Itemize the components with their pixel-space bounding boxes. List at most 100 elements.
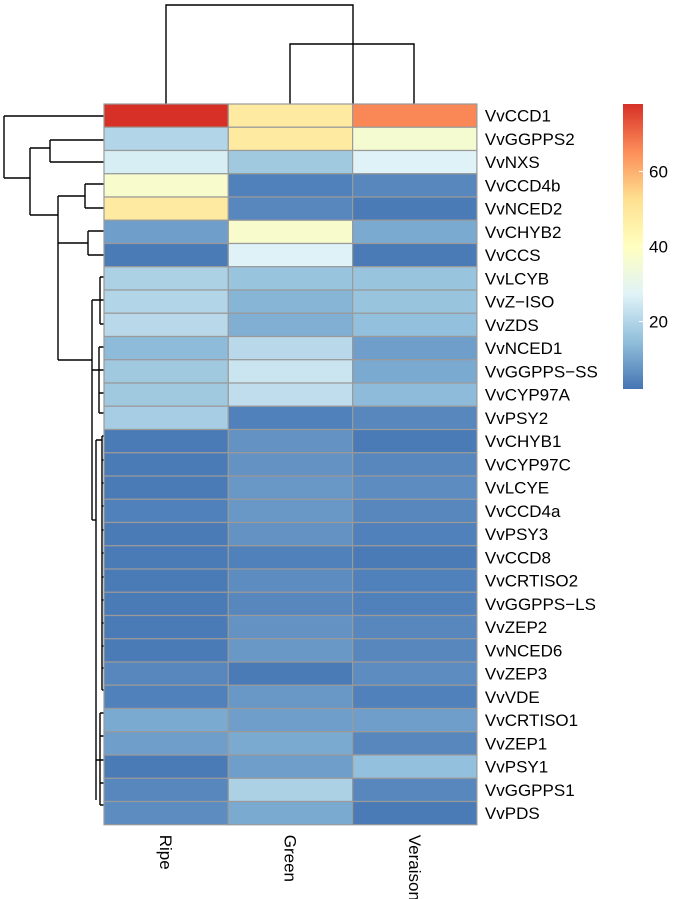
heatmap-cell [227,242,354,268]
row-label: VvCHYB1 [485,432,562,451]
heatmap-cell [352,173,478,198]
heatmap-cell [103,638,229,663]
row-dendro-ggpps2-nxs [30,139,104,163]
heatmap-cell [352,242,478,268]
heatmap-cell [352,475,478,500]
heatmap-cell [352,335,478,361]
heatmap-cell [103,707,229,733]
heatmap-cell [227,452,354,477]
heatmap-cell [227,312,354,338]
heatmap-cell [352,638,478,663]
column-label: Veraison [405,835,424,899]
heatmap-cell [352,219,478,245]
row-dendro-ccd4b-nced2 [58,183,104,209]
column-label: Ripe [156,835,175,870]
heatmap-cell [227,614,354,640]
heatmap-cell [227,521,354,547]
row-label: VvCCD8 [485,548,551,567]
heatmap-cell [227,800,354,826]
heatmap-cell [103,452,229,477]
heatmap-cell [352,149,478,175]
row-dendro-bottom-cluster [96,712,104,806]
row-label: VvLCYB [485,269,549,288]
heatmap-cell [352,777,478,803]
heatmap-cell [227,149,354,175]
heatmap-cell [227,335,354,361]
row-label: VvZEP2 [485,618,547,637]
heatmap-cell [103,591,229,617]
heatmap-cell [103,126,229,152]
colorbar-tick-label: 40 [649,238,668,257]
heatmap-cell [103,498,229,524]
heatmap-cell [103,173,229,198]
row-dendro-lcyb-zds [92,276,104,325]
row-label: VvPSY1 [485,758,548,777]
row-label: VvGGPPS2 [485,130,575,149]
row-label: VvNCED2 [485,200,562,219]
heatmap-cell [352,428,478,454]
heatmap-cell [103,475,229,500]
heatmap-cell [227,382,354,407]
colorbar [623,104,643,389]
row-label: VvNCED6 [485,641,562,660]
heatmap-cell [103,359,229,384]
row-label: VvVDE [485,688,540,707]
heatmap-cell [103,103,229,128]
row-label: VvLCYE [485,479,549,498]
row-label: VvPSY3 [485,525,548,544]
heatmap-cell [103,684,229,710]
heatmap-cell [227,196,354,221]
heatmap-cell [227,219,354,245]
row-dendro-nced1-psy2 [92,346,104,414]
heatmap-cell [227,754,354,779]
row-label: VvZEP1 [485,734,547,753]
heatmap-cell [352,289,478,314]
heatmap-cell [352,126,478,152]
column-labels: Ripe Green Veraison [156,835,424,899]
heatmap-cell [103,731,229,756]
heatmap-cell [103,428,229,454]
heatmap-cell [352,521,478,547]
heatmap-cell [103,382,229,407]
heatmap-cell [103,521,229,547]
heatmap-cell [352,684,478,710]
heatmap-cell [227,428,354,454]
heatmap-cell [352,661,478,686]
heatmap-cell [352,452,478,477]
col-dendro-branch-green-veraison [289,43,415,104]
heatmap-cell [352,405,478,431]
col-dendro-branch-root [165,4,354,104]
heatmap-cell [352,359,478,384]
row-label: VvPSY2 [485,409,548,428]
heatmap-cell [103,405,229,431]
colorbar-tick-label: 20 [649,313,668,332]
heatmap-cell [227,266,354,291]
heatmap-cell [103,568,229,593]
heatmap-cell [227,289,354,314]
row-label: VvZEP3 [485,665,547,684]
heatmap-cell [227,545,354,570]
row-label: VvGGPPS1 [485,781,575,800]
heatmap-cell [352,545,478,570]
heatmap-cell [103,312,229,338]
row-label: VvCHYB2 [485,223,562,242]
heatmap-cell [352,103,478,128]
heatmap-cell [352,800,478,826]
heatmap-cell [103,800,229,826]
row-label: VvCCS [485,246,541,265]
row-label: VvCCD1 [485,107,551,126]
row-label: VvCRTISO2 [485,572,578,591]
heatmap-cell [352,707,478,733]
row-label: VvCCD4a [485,502,561,521]
heatmap-cell [103,149,229,175]
heatmap-cell [227,707,354,733]
heatmap-cell [227,103,354,128]
row-label: VvNCED1 [485,339,562,358]
heatmap-cells [103,103,478,826]
column-dendrogram [165,4,415,104]
row-label: VvZDS [485,316,539,335]
row-label: VvZ−ISO [485,293,554,312]
heatmap-cell [227,661,354,686]
heatmap-cell [103,242,229,268]
heatmap-cell [352,591,478,617]
